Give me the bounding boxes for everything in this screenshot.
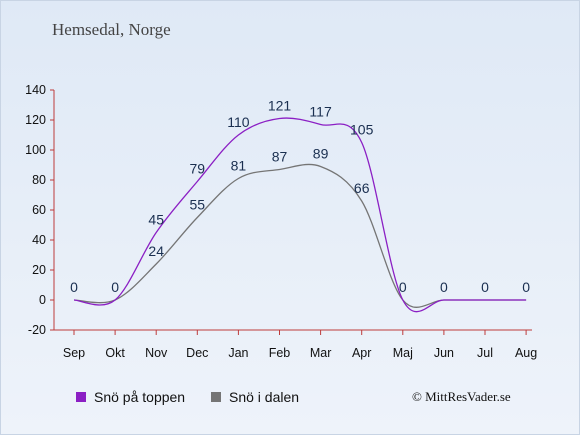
x-tick-label: Feb xyxy=(269,346,291,360)
x-tick-label: Dec xyxy=(186,346,208,360)
data-label: 117 xyxy=(309,104,332,120)
y-tick-label: 120 xyxy=(25,113,46,127)
chart-title: Hemsedal, Norge xyxy=(52,20,171,39)
data-label: 121 xyxy=(268,98,292,114)
data-label: 0 xyxy=(481,279,489,295)
data-label: 45 xyxy=(148,212,164,228)
x-tick-label: Sep xyxy=(63,346,85,360)
x-tick-label: Mar xyxy=(310,346,332,360)
y-tick-label: -20 xyxy=(28,323,46,337)
x-tick-label: Apr xyxy=(352,346,371,360)
legend-item-valley: Snö i dalen xyxy=(211,389,299,405)
data-label: 81 xyxy=(231,158,247,174)
data-label: 0 xyxy=(111,279,119,295)
data-label: 66 xyxy=(354,180,370,196)
y-tick-label: 40 xyxy=(32,233,46,247)
x-tick-label: Okt xyxy=(105,346,125,360)
x-tick-label: Jul xyxy=(477,346,493,360)
x-tick-label: Jan xyxy=(228,346,248,360)
y-tick-label: 0 xyxy=(39,293,46,307)
legend-item-top: Snö på toppen xyxy=(76,389,185,405)
y-tick-label: 20 xyxy=(32,263,46,277)
credit-text: © MittResVader.se xyxy=(412,389,511,404)
y-tick-label: 80 xyxy=(32,173,46,187)
data-label: 24 xyxy=(148,243,164,259)
series-line-top xyxy=(73,117,527,313)
data-label: 79 xyxy=(190,161,206,177)
data-label: 105 xyxy=(350,122,374,138)
y-tick-label: 100 xyxy=(25,143,46,157)
data-label: 110 xyxy=(227,114,250,130)
x-tick-label: Jun xyxy=(434,346,454,360)
data-label: 0 xyxy=(440,279,448,295)
data-label: 89 xyxy=(313,146,329,162)
data-label: 55 xyxy=(190,197,206,213)
data-label: 0 xyxy=(522,279,530,295)
legend-label-valley: Snö i dalen xyxy=(229,389,300,405)
series-line-valley xyxy=(73,163,527,308)
legend-label-top: Snö på toppen xyxy=(94,389,186,405)
legend-swatch-valley xyxy=(211,392,221,402)
data-label: 0 xyxy=(70,279,78,295)
y-tick-label: 60 xyxy=(32,203,46,217)
legend-swatch-top xyxy=(76,392,86,402)
x-tick-label: Nov xyxy=(145,346,168,360)
data-label: 0 xyxy=(399,279,407,295)
y-tick-label: 140 xyxy=(25,83,46,97)
data-label: 87 xyxy=(272,149,288,165)
x-tick-label: Maj xyxy=(393,346,413,360)
x-tick-label: Aug xyxy=(515,346,537,360)
